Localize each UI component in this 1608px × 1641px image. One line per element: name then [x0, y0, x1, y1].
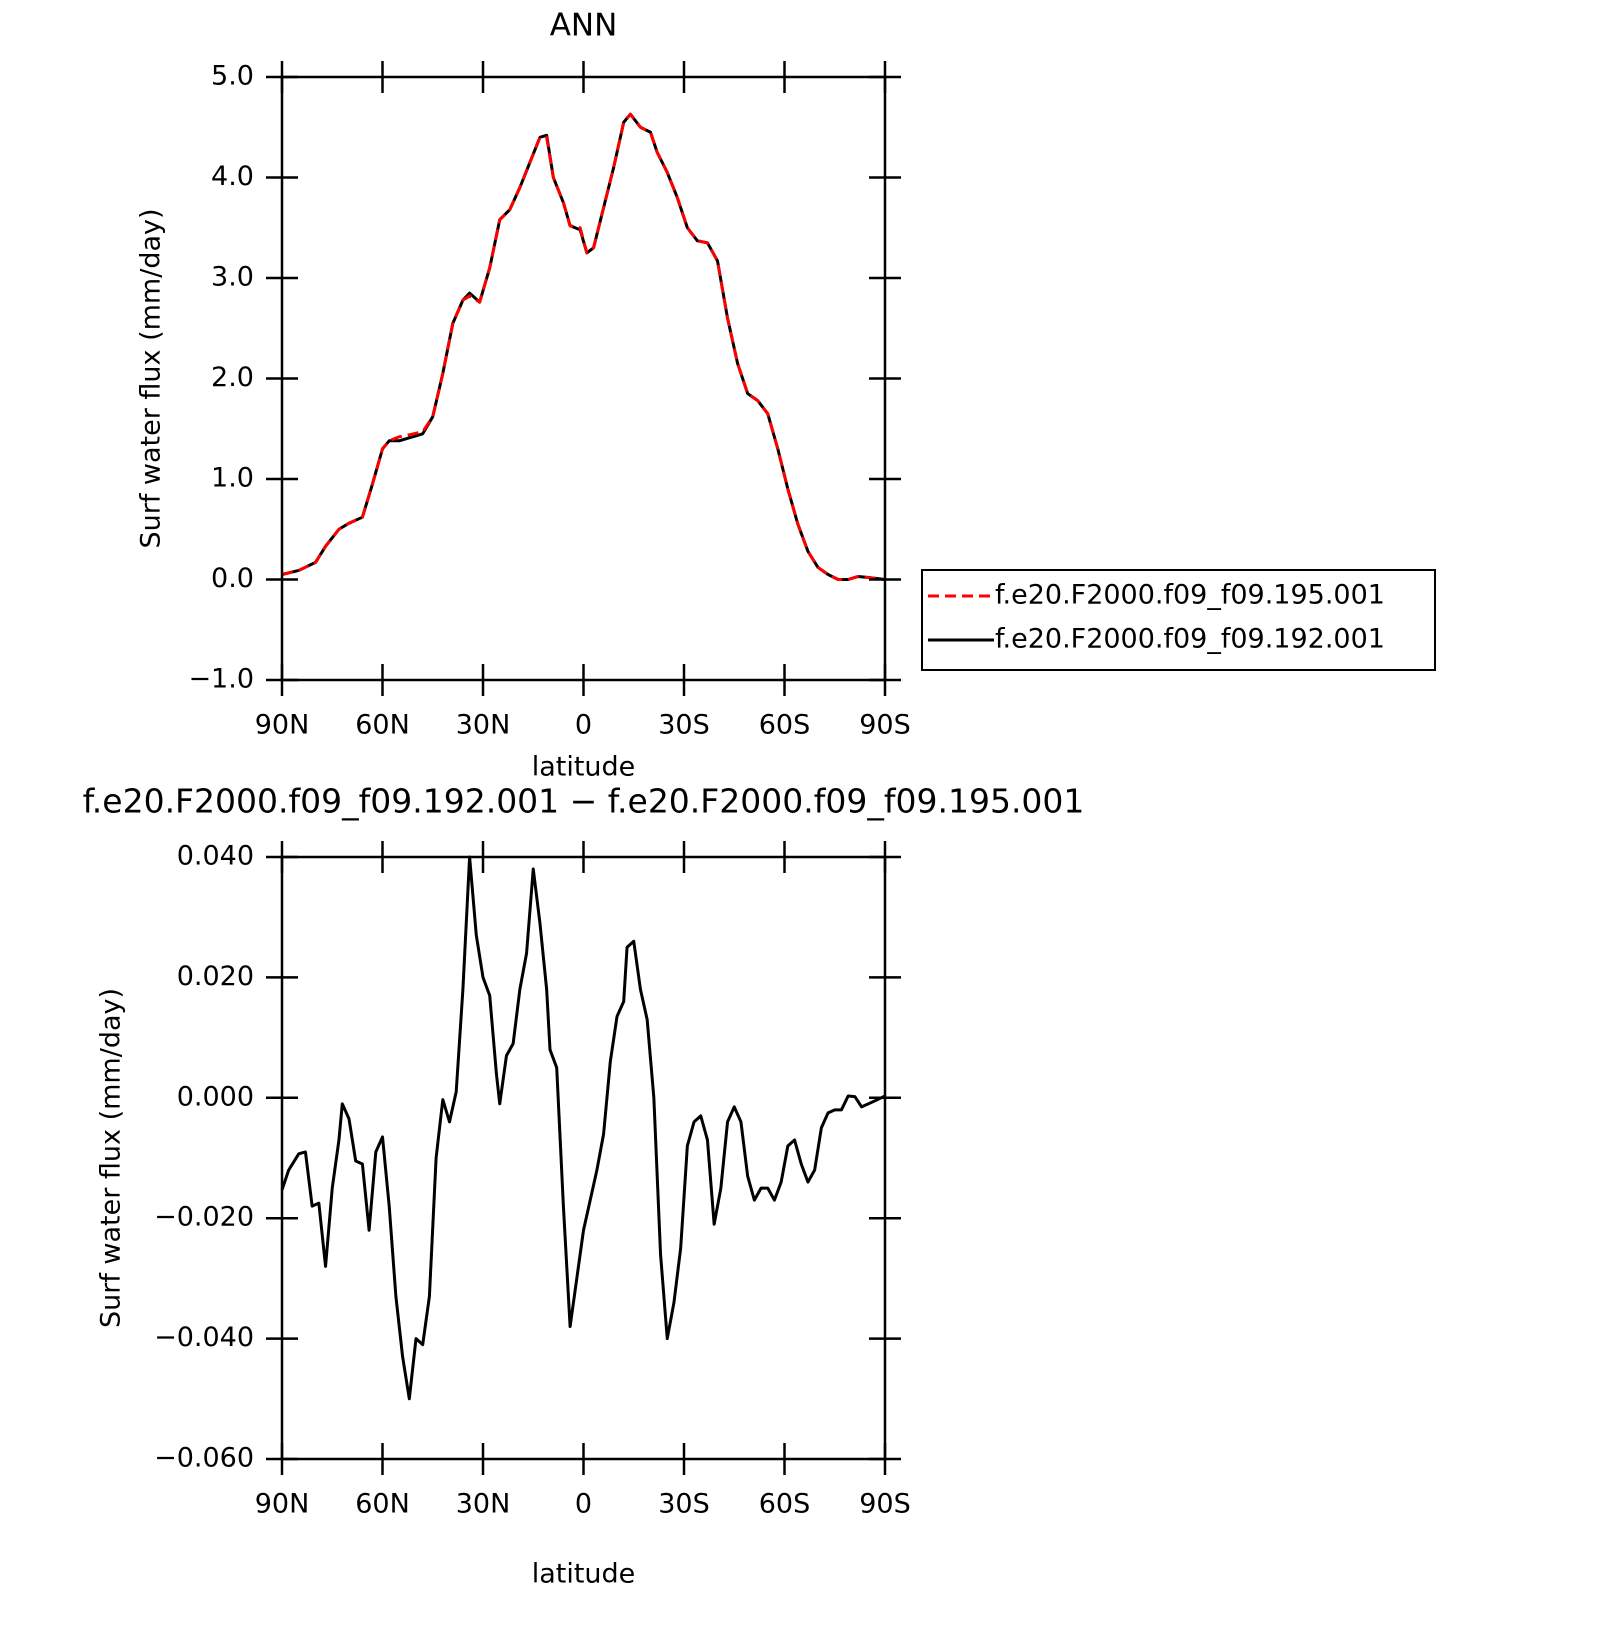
y-axis-label: Surf water flux (mm/day) [136, 208, 167, 548]
y-tick-label: −1.0 [188, 664, 254, 695]
x-tick-label: 30N [456, 1489, 511, 1520]
y-axis-label: Surf water flux (mm/day) [96, 988, 127, 1328]
y-tick-label: −0.020 [154, 1202, 254, 1233]
y-tick-label: 0.040 [177, 841, 254, 872]
x-tick-label: 0 [575, 710, 592, 741]
x-tick-label: 60N [355, 1489, 410, 1520]
y-tick-label: 2.0 [211, 362, 254, 393]
x-tick-label: 90S [859, 1489, 911, 1520]
chart-title: f.e20.F2000.f09_f09.192.001 − f.e20.F200… [83, 782, 1085, 821]
y-tick-label: 0.0 [211, 563, 254, 594]
x-tick-label: 90N [255, 710, 310, 741]
y-tick-label: −0.060 [154, 1443, 254, 1474]
x-tick-label: 90S [859, 710, 911, 741]
y-tick-label: 0.000 [177, 1081, 254, 1112]
x-tick-label: 90N [255, 1489, 310, 1520]
x-tick-label: 30S [658, 1489, 710, 1520]
x-axis-label: latitude [532, 752, 636, 783]
y-tick-label: 0.020 [177, 961, 254, 992]
y-tick-label: 1.0 [211, 463, 254, 494]
x-tick-label: 60S [759, 1489, 811, 1520]
x-tick-label: 30N [456, 710, 511, 741]
y-tick-label: 3.0 [211, 262, 254, 293]
y-tick-label: 4.0 [211, 161, 254, 192]
data-line [281, 112, 886, 581]
x-tick-label: 30S [658, 710, 710, 741]
chart-title: ANN [550, 8, 618, 44]
legend: f.e20.F2000.f09_f09.195.001 f.e20.F2000.f… [921, 569, 1436, 671]
y-tick-label: 5.0 [211, 61, 254, 92]
y-tick-label: −0.040 [154, 1322, 254, 1353]
plot-frame [280, 855, 887, 1461]
legend-label: f.e20.F2000.f09_f09.195.001 [995, 580, 1385, 611]
data-line [280, 855, 886, 1401]
legend-box [921, 569, 1436, 671]
legend-label: f.e20.F2000.f09_f09.192.001 [995, 624, 1385, 655]
x-tick-label: 60S [759, 710, 811, 741]
x-axis-label: latitude [532, 1559, 636, 1590]
plot-frame [280, 75, 887, 682]
x-tick-label: 0 [575, 1489, 592, 1520]
x-tick-label: 60N [355, 710, 410, 741]
